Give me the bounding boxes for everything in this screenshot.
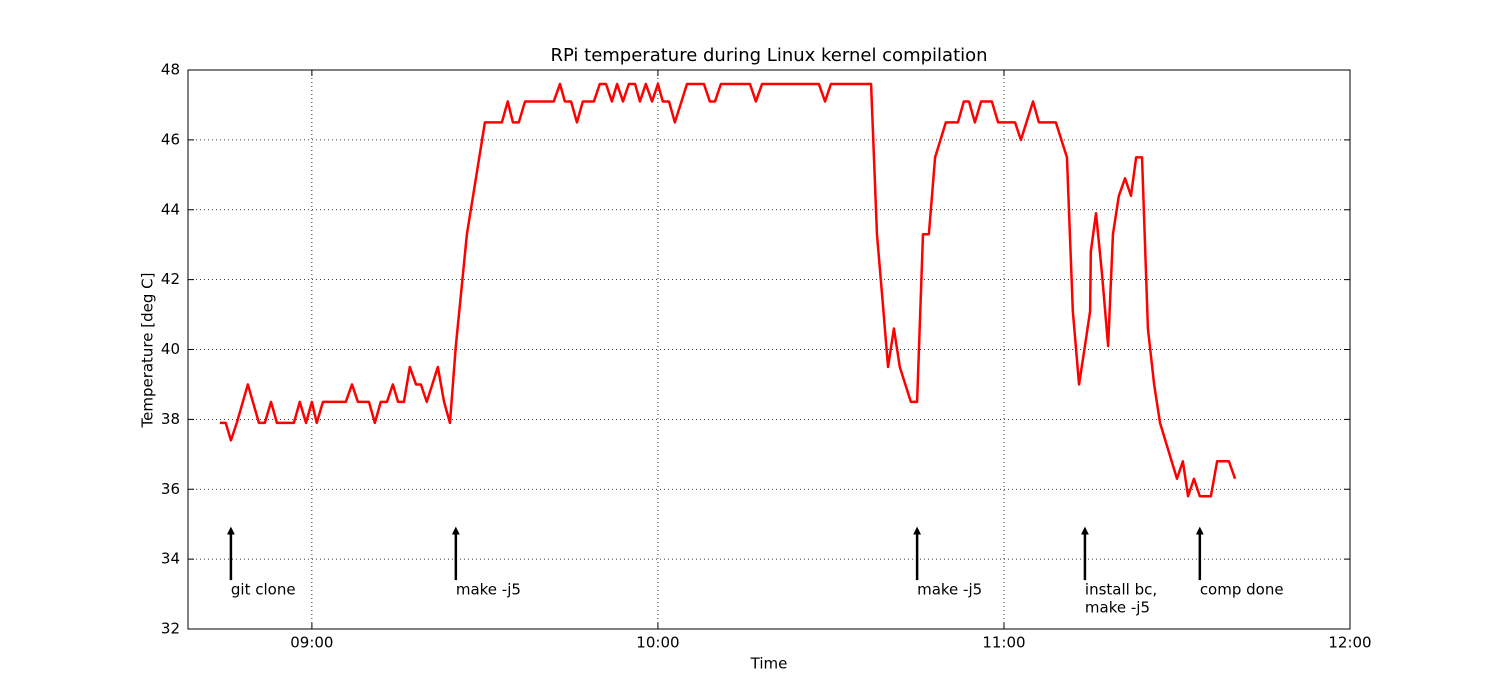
y-tick-label: 48: [161, 61, 180, 79]
y-tick-label: 46: [161, 130, 180, 148]
annotation-label: make -j5: [917, 581, 982, 599]
annotation-label: make -j5: [456, 581, 521, 599]
y-tick-label: 34: [161, 550, 180, 568]
x-tick-label: 12:00: [1328, 634, 1371, 652]
y-tick-label: 40: [161, 340, 180, 358]
y-tick-label: 36: [161, 480, 180, 498]
y-tick-label: 42: [161, 270, 180, 288]
chart-title: RPi temperature during Linux kernel comp…: [550, 45, 987, 66]
y-axis-label: Temperature [deg C]: [139, 272, 157, 428]
y-tick-label: 38: [161, 410, 180, 428]
annotation-label: git clone: [231, 581, 296, 599]
annotation-label: comp done: [1200, 581, 1284, 599]
x-tick-label: 09:00: [290, 634, 333, 652]
x-tick-label: 10:00: [636, 634, 679, 652]
annotation-label: make -j5: [1085, 599, 1150, 617]
y-tick-label: 32: [161, 620, 180, 638]
x-tick-label: 11:00: [982, 634, 1025, 652]
y-tick-label: 44: [161, 200, 180, 218]
x-axis-label: Time: [750, 655, 788, 673]
annotation-label: install bc,: [1085, 581, 1157, 599]
plot-frame: [187, 69, 1351, 630]
temperature-line: [219, 82, 1237, 498]
